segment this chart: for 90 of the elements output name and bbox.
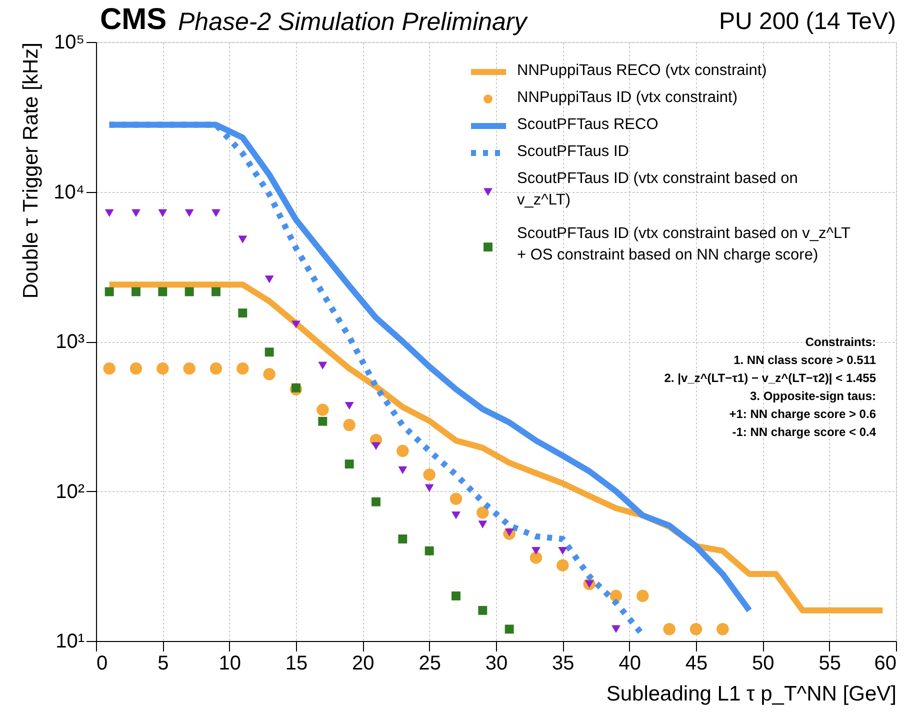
point [556,559,569,572]
point [612,625,620,634]
x-tick-label: 60 [874,652,896,674]
point [398,534,408,544]
point [158,209,168,217]
y-tick-label: 10⁵ [54,32,84,54]
point [318,416,328,426]
point [238,308,248,318]
annotation: +1: NN charge score > 0.6 [729,407,876,421]
y-tick-label: 10² [56,480,85,503]
x-tick-label: 20 [352,652,374,674]
point [372,497,380,506]
point [504,624,514,634]
legend-label: ScoutPFTaus RECO [517,116,658,133]
point [398,466,408,474]
point [132,209,140,217]
point [636,590,649,602]
point [372,442,380,450]
point [396,444,409,457]
point [584,580,594,588]
y-tick-label: 10⁴ [54,181,84,204]
point [343,418,356,432]
point [212,209,220,217]
annotation: 1. NN class score > 0.511 [734,353,876,367]
point [344,460,354,468]
point [344,402,354,410]
legend-label: ScoutPFTaus ID (vtx constraint based on v_z^LT + OS constraint based on NN charge score) [517,225,852,264]
point [690,623,702,636]
point [156,362,169,375]
legend-label: ScoutPFTaus ID (vtx constraint based on v_z^LT) [517,170,798,208]
point [184,287,194,296]
annotation: Constraints: [805,335,876,349]
y-axis-title: Double τ Trigger Rate [kHz] [20,42,43,299]
chart-subtitle: Phase-2 Simulation Preliminary [178,8,528,36]
annotation: 3. Opposite-sign taus: [750,389,876,403]
point [478,606,488,615]
point [423,468,436,481]
point [478,520,488,528]
point [530,552,542,564]
x-tick-label: 45 [685,652,708,674]
point [238,236,248,244]
point [504,528,514,536]
point [210,362,222,375]
point [558,546,568,555]
point [264,275,274,284]
point [183,362,196,375]
x-tick-label: 35 [552,652,574,674]
x-tick-label: 55 [818,652,841,674]
point [476,506,489,519]
chart-title: CMS [100,3,167,36]
point [424,484,434,492]
x-tick-label: 50 [752,652,774,674]
text: PU 200 (14 TeV) [719,8,896,35]
point [263,368,276,380]
point [452,591,460,600]
legend-label: ScoutPFTaus ID [517,143,629,160]
x-tick-label: 30 [485,652,508,674]
y-tick-label: 10¹ [56,630,85,652]
legend-label: NNPuppiTaus ID (vtx constraint) [517,89,738,106]
point [132,287,140,296]
point [130,362,142,375]
y-tick-label: 10³ [56,331,85,353]
point [292,320,300,328]
point [184,209,194,217]
point [663,623,676,636]
annotation: -1: NN charge score < 0.4 [732,425,876,439]
point [264,348,274,357]
x-tick-label: 0 [96,652,108,674]
point [104,287,114,296]
point [452,512,460,520]
x-tick-label: 40 [618,652,641,674]
point [716,623,729,636]
x-axis-title: Subleading L1 τ p_T^NN [GeV] [606,682,896,706]
point [318,362,328,370]
point [236,362,249,375]
point [212,287,220,296]
point [610,590,622,602]
x-tick-label: 10 [218,652,241,674]
point [158,287,168,296]
point [104,209,114,217]
point [424,546,434,556]
point [103,362,116,375]
point [450,492,462,505]
x-tick-label: 15 [285,652,308,674]
x-tick-label: 25 [418,652,441,674]
point [532,546,540,555]
x-tick-label: 5 [158,652,169,674]
point [316,404,329,416]
legend-label: NNPuppiTaus RECO (vtx constraint) [517,62,767,79]
annotation: 2. |v_z^(LT−τ1) − v_z^(LT−τ2)| < 1.455 [664,371,876,385]
